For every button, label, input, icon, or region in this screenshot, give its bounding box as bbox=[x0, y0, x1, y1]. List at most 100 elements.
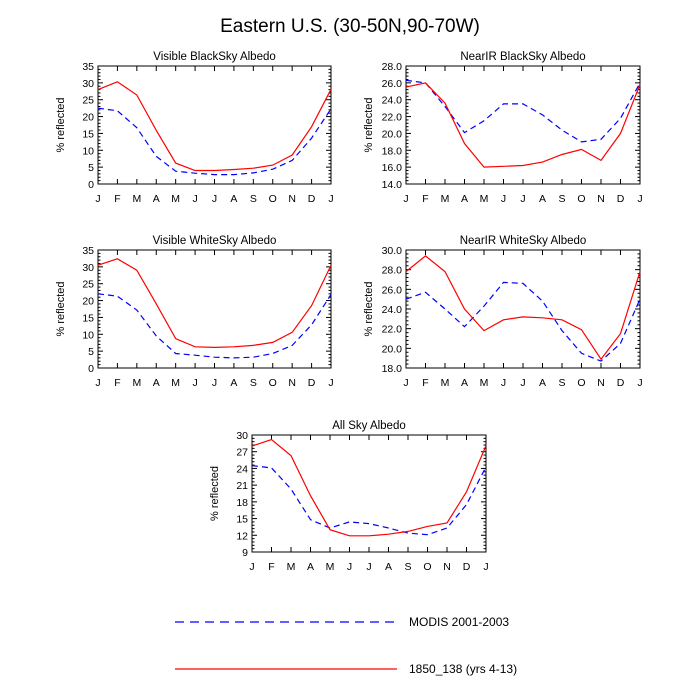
panel-title: NearIR BlackSky Albedo bbox=[460, 51, 585, 63]
y-tick-label: 24 bbox=[236, 463, 248, 475]
y-tick-label: 15 bbox=[82, 312, 94, 324]
x-tick-label: D bbox=[463, 561, 471, 573]
y-tick-label: 18 bbox=[236, 497, 248, 509]
y-tick-label: 30 bbox=[82, 78, 94, 90]
y-tick-label: 20.0 bbox=[382, 128, 403, 140]
x-tick-label: D bbox=[617, 193, 625, 205]
x-tick-label: O bbox=[423, 561, 431, 573]
x-tick-label: J bbox=[637, 377, 642, 389]
y-tick-label: 25 bbox=[82, 95, 94, 107]
x-tick-label: D bbox=[308, 377, 316, 389]
y-tick-label: 14.0 bbox=[382, 179, 403, 191]
y-tick-label: 5 bbox=[88, 162, 94, 174]
x-tick-label: J bbox=[347, 561, 352, 573]
y-tick-label: 0 bbox=[88, 179, 94, 191]
x-tick-label: J bbox=[520, 193, 525, 205]
x-tick-label: J bbox=[95, 377, 100, 389]
y-tick-label: 9 bbox=[242, 547, 248, 559]
series-line-modis bbox=[405, 281, 641, 362]
x-tick-label: J bbox=[95, 193, 100, 205]
panel-title: Visible WhiteSky Albedo bbox=[153, 235, 277, 247]
y-axis-label: % reflected bbox=[55, 97, 67, 152]
y-tick-label: 15 bbox=[82, 128, 94, 140]
x-tick-label: N bbox=[597, 377, 605, 389]
y-tick-label: 27 bbox=[236, 447, 248, 459]
x-tick-label: A bbox=[539, 193, 546, 205]
x-tick-label: M bbox=[171, 193, 180, 205]
x-tick-label: M bbox=[480, 193, 489, 205]
y-axis-label: % reflected bbox=[209, 466, 221, 521]
y-tick-label: 26.0 bbox=[382, 78, 403, 90]
y-axis-label: % reflected bbox=[55, 281, 67, 336]
x-tick-label: O bbox=[269, 377, 277, 389]
series-line-model bbox=[251, 438, 487, 537]
x-tick-label: F bbox=[422, 377, 428, 389]
series-line-model bbox=[97, 258, 332, 349]
y-tick-label: 18.0 bbox=[382, 145, 403, 157]
x-tick-label: J bbox=[520, 377, 525, 389]
x-tick-label: O bbox=[577, 377, 585, 389]
x-tick-label: F bbox=[422, 193, 428, 205]
x-tick-label: M bbox=[171, 377, 180, 389]
y-tick-label: 12 bbox=[236, 530, 248, 542]
x-tick-label: S bbox=[250, 193, 257, 205]
x-tick-label: J bbox=[328, 377, 333, 389]
y-tick-label: 18.0 bbox=[382, 363, 403, 375]
series-line-model bbox=[405, 82, 641, 168]
y-tick-label: 30 bbox=[236, 430, 248, 442]
y-tick-label: 22.0 bbox=[382, 324, 403, 336]
x-tick-label: S bbox=[558, 193, 565, 205]
y-tick-label: 20 bbox=[82, 112, 94, 124]
y-tick-label: 5 bbox=[88, 346, 94, 358]
y-tick-label: 30 bbox=[82, 262, 94, 274]
x-tick-label: J bbox=[212, 193, 217, 205]
x-tick-label: F bbox=[268, 561, 274, 573]
plot-frame bbox=[405, 65, 641, 185]
series-line-model bbox=[97, 81, 332, 172]
y-tick-label: 30.0 bbox=[382, 245, 403, 257]
x-tick-label: D bbox=[308, 193, 316, 205]
x-tick-label: A bbox=[153, 377, 160, 389]
series-line-modis bbox=[405, 79, 641, 143]
x-tick-label: S bbox=[404, 561, 411, 573]
y-tick-label: 16.0 bbox=[382, 162, 403, 174]
series-line-model bbox=[405, 255, 641, 361]
x-tick-label: N bbox=[288, 193, 296, 205]
x-tick-label: J bbox=[192, 193, 197, 205]
y-tick-label: 26.0 bbox=[382, 284, 403, 296]
x-tick-label: J bbox=[403, 377, 408, 389]
y-tick-label: 28.0 bbox=[382, 61, 403, 73]
panel-title: Visible BlackSky Albedo bbox=[153, 51, 276, 63]
x-tick-label: J bbox=[403, 193, 408, 205]
y-tick-label: 35 bbox=[82, 245, 94, 257]
x-tick-label: S bbox=[250, 377, 257, 389]
x-tick-label: A bbox=[153, 193, 160, 205]
x-tick-label: A bbox=[539, 377, 546, 389]
x-tick-label: M bbox=[132, 377, 141, 389]
x-tick-label: A bbox=[307, 561, 314, 573]
legend-label: MODIS 2001-2003 bbox=[409, 615, 509, 629]
x-tick-label: J bbox=[192, 377, 197, 389]
x-tick-label: J bbox=[637, 193, 642, 205]
x-tick-label: J bbox=[366, 561, 371, 573]
y-axis-label: % reflected bbox=[363, 281, 375, 336]
legend-label: 1850_138 (yrs 4-13) bbox=[409, 662, 517, 676]
x-tick-label: O bbox=[269, 193, 277, 205]
x-tick-label: D bbox=[617, 377, 625, 389]
x-tick-label: M bbox=[132, 193, 141, 205]
series-line-modis bbox=[97, 107, 332, 176]
x-tick-label: A bbox=[461, 193, 468, 205]
x-tick-label: M bbox=[441, 193, 450, 205]
y-tick-label: 10 bbox=[82, 145, 94, 157]
y-tick-label: 28.0 bbox=[382, 265, 403, 277]
x-tick-label: J bbox=[212, 377, 217, 389]
panel-title: All Sky Albedo bbox=[332, 420, 406, 432]
y-tick-label: 20 bbox=[82, 296, 94, 308]
y-tick-label: 10 bbox=[82, 329, 94, 341]
x-tick-label: J bbox=[483, 561, 488, 573]
y-tick-label: 15 bbox=[236, 514, 248, 526]
y-tick-label: 24.0 bbox=[382, 95, 403, 107]
